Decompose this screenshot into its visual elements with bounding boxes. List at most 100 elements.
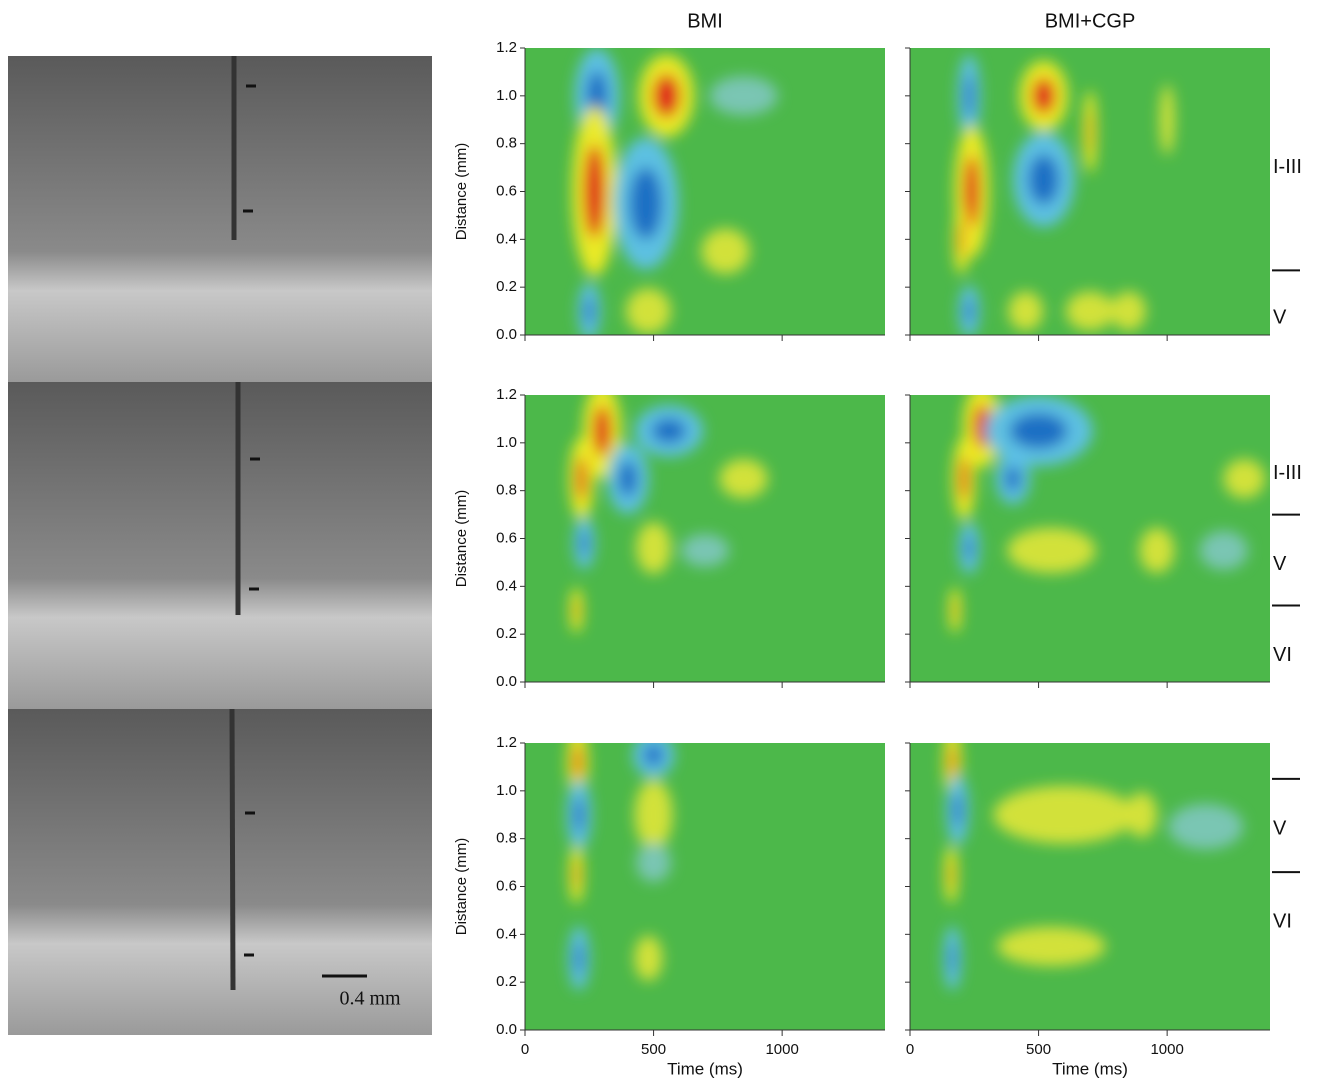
field-core — [574, 860, 579, 889]
field — [948, 395, 1266, 633]
field-halo — [1199, 530, 1248, 571]
field-halo — [1111, 291, 1146, 331]
field-halo — [680, 534, 730, 567]
field-core — [965, 535, 974, 561]
field-core — [585, 296, 594, 326]
field-core — [964, 155, 980, 228]
field-core — [580, 530, 589, 556]
y-tick-label: 1.0 — [496, 87, 517, 104]
field-blur — [953, 54, 1175, 335]
field-halo — [993, 785, 1136, 844]
field-halo — [1007, 527, 1096, 574]
field-halo — [701, 228, 750, 274]
y-axis-label: Distance (mm) — [453, 143, 470, 241]
x-axis-label: Time (ms) — [1052, 1059, 1128, 1078]
field-halo — [636, 522, 671, 574]
y-axis-label: Distance (mm) — [453, 838, 470, 936]
heatmap-panel: 0 500 1000 — [905, 742, 1270, 1058]
field-halo — [709, 76, 778, 116]
field-core — [652, 74, 680, 118]
y-tick-label: 0.4 — [496, 230, 517, 247]
heatmap-panel: 0.0 0.2 0.4 0.6 0.8 1.0 1.2 — [496, 39, 885, 343]
field-blur — [569, 395, 768, 633]
layer-label: V — [1273, 553, 1287, 575]
y-tick-label: 1.0 — [496, 434, 517, 451]
field-halo — [1168, 804, 1244, 850]
column-title: BMI+CGP — [1045, 10, 1136, 32]
field-core — [1009, 412, 1068, 449]
field-core — [593, 405, 611, 456]
y-tick-label: 0.6 — [496, 529, 517, 546]
field-core — [574, 796, 584, 833]
field-core — [953, 792, 962, 828]
field-halo — [1139, 527, 1175, 574]
field-core — [583, 144, 606, 239]
field-halo — [634, 779, 673, 850]
layer-label: V — [1273, 307, 1287, 329]
field-halo — [1223, 459, 1266, 499]
field-halo — [634, 935, 663, 981]
y-tick-label: 0.2 — [496, 625, 517, 642]
field-core — [959, 457, 969, 501]
x-tick-label: 1000 — [765, 1041, 798, 1058]
field-halo — [636, 843, 671, 883]
x-tick-label: 500 — [641, 1041, 666, 1058]
field-core — [576, 457, 587, 501]
x-tick-label: 500 — [1026, 1041, 1051, 1058]
layer-label: VI — [1273, 911, 1292, 933]
y-tick-label: 1.2 — [496, 386, 517, 403]
photos: 0.4 mm — [8, 56, 432, 1035]
scale-bar-label: 0.4 mm — [339, 988, 401, 1010]
y-tick-label: 0.4 — [496, 925, 517, 942]
field-core — [643, 744, 664, 766]
field-core — [953, 599, 957, 622]
field-blur — [566, 743, 675, 991]
y-axis-label: Distance (mm) — [453, 490, 470, 588]
field — [566, 743, 675, 991]
y-tick-label: 0.6 — [496, 877, 517, 894]
heatmap-panel — [905, 394, 1270, 688]
x-tick-label: 1000 — [1150, 1041, 1183, 1058]
field-core — [575, 942, 583, 975]
y-tick-label: 0.8 — [496, 482, 517, 499]
field-core — [949, 744, 956, 781]
y-tick-label: 0.2 — [496, 973, 517, 990]
layer-label: V — [1273, 817, 1287, 839]
y-tick-label: 1.2 — [496, 39, 517, 56]
field-core — [1028, 154, 1060, 205]
field-blur — [948, 395, 1266, 633]
field-blur — [572, 48, 778, 335]
field-halo — [626, 288, 671, 334]
field-halo — [1125, 792, 1158, 838]
heatmap-panel — [905, 47, 1270, 341]
field-core — [1032, 77, 1056, 114]
field-halo — [719, 459, 768, 499]
field-core — [1088, 110, 1092, 154]
x-tick-label: 0 — [521, 1041, 529, 1058]
field-core — [629, 167, 663, 240]
y-tick-label: 0.6 — [496, 182, 517, 199]
field-core — [573, 744, 582, 781]
field-core — [965, 298, 974, 324]
y-tick-label: 0.0 — [496, 1021, 517, 1038]
field-core — [618, 460, 638, 497]
layer-label: I-III — [1273, 156, 1302, 178]
layer-label: VI — [1273, 644, 1292, 666]
field-core — [964, 74, 974, 118]
y-tick-label: 0.0 — [496, 673, 517, 690]
field-halo — [1065, 291, 1115, 331]
y-tick-label: 0.4 — [496, 577, 517, 594]
field-core — [651, 418, 687, 444]
field — [943, 743, 1244, 991]
field — [572, 48, 778, 335]
y-tick-label: 1.2 — [496, 734, 517, 751]
field-halo — [1159, 84, 1175, 155]
field-halo — [1008, 291, 1044, 331]
y-tick-label: 1.0 — [496, 782, 517, 799]
field-core — [959, 221, 964, 258]
field — [953, 54, 1175, 335]
heatmap-panel: 0.0 0.2 0.4 0.6 0.8 1.0 1.2 0 500 1000 — [496, 734, 885, 1058]
x-axis-label: Time (ms) — [667, 1059, 743, 1078]
field-core — [1005, 466, 1021, 492]
